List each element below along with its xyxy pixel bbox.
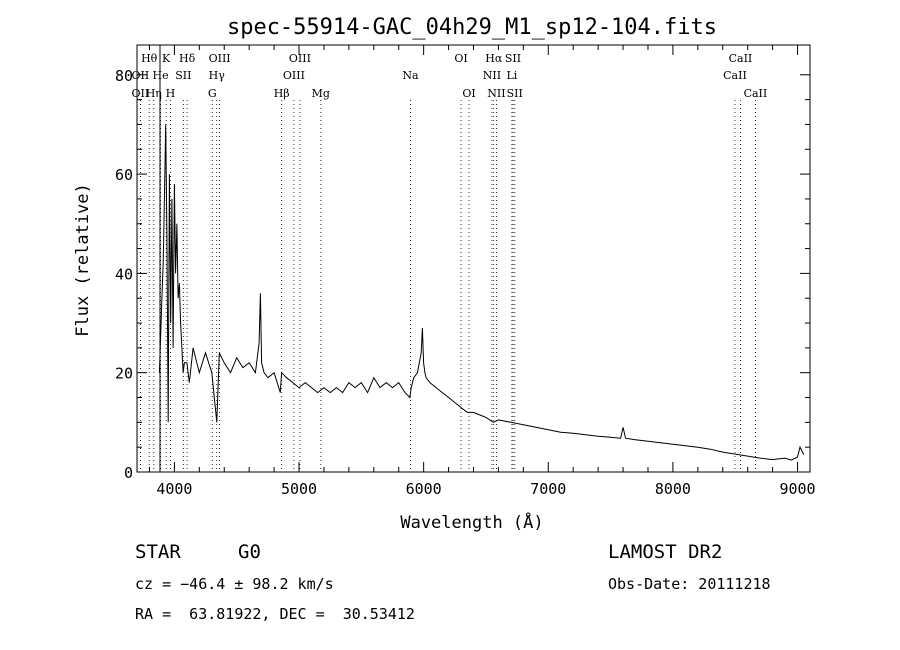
- x-tick-label: 6000: [406, 480, 442, 498]
- line-marker-label: Mg: [312, 87, 330, 100]
- line-marker-label: NII: [483, 69, 501, 82]
- line-marker-label: Li: [506, 69, 517, 82]
- line-marker-label: OII: [132, 87, 150, 100]
- x-tick-label: 7000: [530, 480, 566, 498]
- line-marker-label: OI: [454, 52, 467, 65]
- line-marker-label: Hγ: [209, 69, 226, 82]
- line-marker-label: Hη: [146, 87, 162, 100]
- line-marker-label: OIII: [289, 52, 311, 65]
- object-subclass: G0: [238, 541, 261, 563]
- line-marker-label: NII: [487, 87, 505, 100]
- line-marker-label: SII: [175, 69, 191, 82]
- redshift-value: cz = −46.4 ± 98.2 km/s: [135, 575, 334, 593]
- survey-label: LAMOST DR2: [608, 541, 723, 563]
- y-tick-label: 20: [115, 365, 133, 383]
- x-axis-label: Wavelength (Å): [400, 511, 543, 533]
- line-marker-label: Na: [402, 69, 419, 82]
- x-tick-label: 4000: [156, 480, 192, 498]
- line-marker-label: He: [153, 69, 169, 82]
- x-tick-label: 5000: [281, 480, 317, 498]
- line-marker-label: Hθ: [141, 52, 158, 65]
- object-class: STAR: [135, 541, 181, 563]
- coordinates: RA = 63.81922, DEC = 30.53412: [135, 605, 415, 623]
- line-marker-label: OI: [462, 87, 475, 100]
- line-marker-label: OIII: [283, 69, 305, 82]
- y-tick-label: 60: [115, 166, 133, 184]
- line-marker-label: CaII: [723, 69, 747, 82]
- obs-date: Obs-Date: 20111218: [608, 575, 771, 593]
- line-marker-label: OIII: [209, 52, 231, 65]
- y-axis-label: Flux (relative): [73, 183, 93, 337]
- line-marker-label: CaII: [744, 87, 768, 100]
- x-tick-label: 8000: [655, 480, 691, 498]
- line-marker-label: G: [208, 87, 217, 100]
- y-tick-label: 80: [115, 67, 133, 85]
- x-tick-label: 9000: [779, 480, 815, 498]
- line-marker-label: CaII: [729, 52, 753, 65]
- line-marker-label: SII: [505, 52, 521, 65]
- line-marker-label: H: [166, 87, 176, 100]
- line-marker-label: SII: [507, 87, 523, 100]
- plot-frame: [136, 44, 811, 473]
- chart-title: spec-55914-GAC_04h29_M1_sp12-104.fits: [227, 15, 717, 40]
- spectrum-line: [158, 124, 805, 461]
- y-tick-label: 40: [115, 265, 133, 283]
- axes: 4000 5000 6000 7000 8000 9000 0 20 40 60 80: [115, 45, 816, 498]
- line-marker-label: Hδ: [179, 52, 196, 65]
- line-marker-label: K: [162, 52, 171, 65]
- y-tick-label: 0: [124, 464, 133, 482]
- line-marker-label: Hβ: [274, 87, 290, 100]
- line-marker-label: OII: [132, 69, 150, 82]
- line-marker-label: Hα: [485, 52, 503, 65]
